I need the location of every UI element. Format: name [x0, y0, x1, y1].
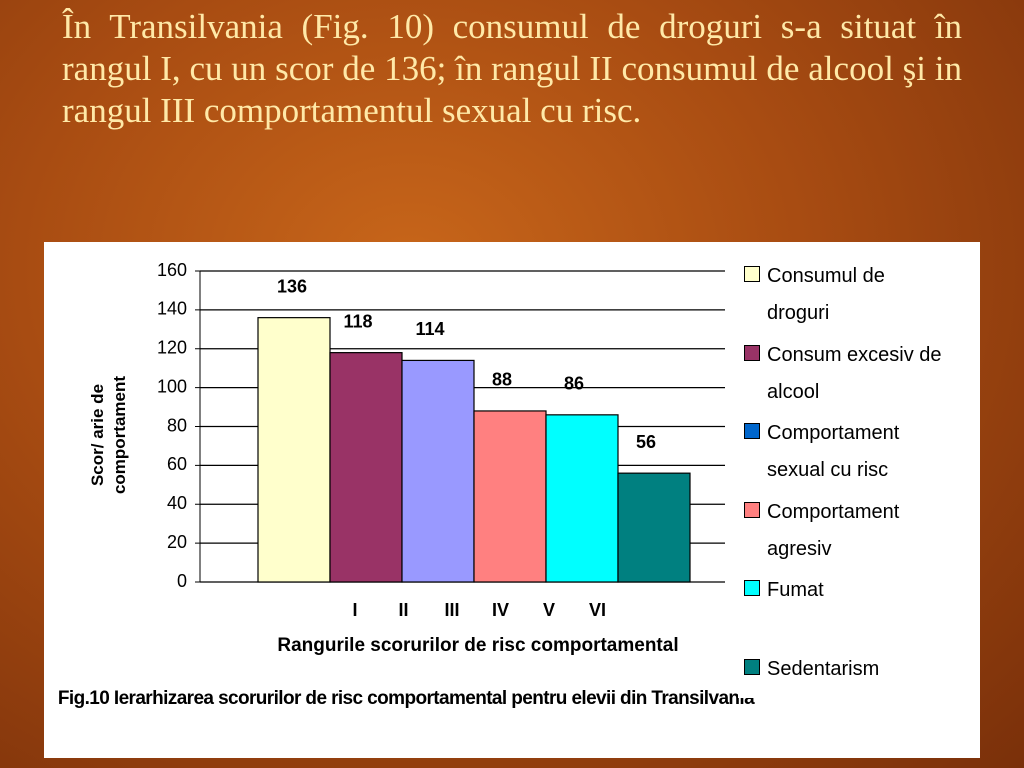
y-tick-label: 140 [157, 299, 187, 319]
legend-swatch [744, 501, 760, 518]
y-tick-label: 160 [157, 260, 187, 280]
y-tick-label: 60 [167, 454, 187, 474]
y-tick-label: 100 [157, 376, 187, 396]
x-tick-label: V [543, 600, 555, 620]
y-tick-label: 40 [167, 493, 187, 513]
slide-text: În Transilvania (Fig. 10) consumul de dr… [62, 7, 962, 130]
legend-label: Consum excesiv de alcool [767, 343, 942, 403]
legend-entry: Comportament sexual cu risc [744, 415, 947, 489]
data-label: 114 [415, 319, 444, 339]
data-label: 136 [277, 276, 307, 296]
data-label: 86 [564, 374, 584, 394]
legend-entry: Sedentarism [744, 651, 947, 688]
legend-swatch [744, 658, 760, 675]
bar [401, 359, 475, 583]
legend-entry: Consum excesiv de alcool [744, 337, 947, 411]
legend-swatch [744, 423, 760, 439]
x-tick-label: I [352, 600, 357, 620]
y-axis-title: Scor/ arie de comportament [88, 376, 129, 494]
data-label: 88 [492, 370, 512, 390]
legend-label: Fumat [767, 579, 824, 601]
legend: Consumul de droguri Consum excesiv de alc… [738, 258, 978, 698]
y-tick-label: 0 [177, 571, 187, 591]
legend-label: Comportament agresiv [767, 500, 900, 560]
legend-entry: Comportament agresiv [744, 494, 947, 568]
chart-caption: Fig.10 Ierarhizarea scorurilor de risc c… [57, 688, 755, 709]
x-tick-label: II [398, 600, 408, 620]
bar [473, 410, 547, 583]
y-tick-label: 120 [157, 338, 187, 358]
legend-swatch [744, 266, 760, 282]
x-tick-label: III [444, 600, 459, 620]
legend-swatch [744, 580, 760, 596]
legend-label: Sedentarism [767, 657, 880, 680]
x-tick-label: VI [589, 600, 606, 620]
y-tick-label: 20 [167, 532, 187, 552]
bar [257, 317, 331, 583]
legend-entry: Fumat [744, 572, 947, 609]
bar [617, 472, 691, 583]
legend-label: Consumul de droguri [767, 265, 885, 324]
legend-entry: Consumul de droguri [744, 258, 947, 332]
y-tick-label: 80 [167, 415, 187, 435]
x-axis-title: Rangurile scorurilor de risc comportamen… [277, 635, 678, 656]
bar [545, 414, 619, 583]
legend-swatch [744, 344, 760, 361]
data-label: 118 [343, 311, 372, 331]
bar [329, 352, 403, 583]
x-tick-label: IV [492, 600, 509, 620]
legend-label: Comportament sexual cu risc [767, 422, 900, 481]
data-label: 56 [636, 432, 656, 452]
